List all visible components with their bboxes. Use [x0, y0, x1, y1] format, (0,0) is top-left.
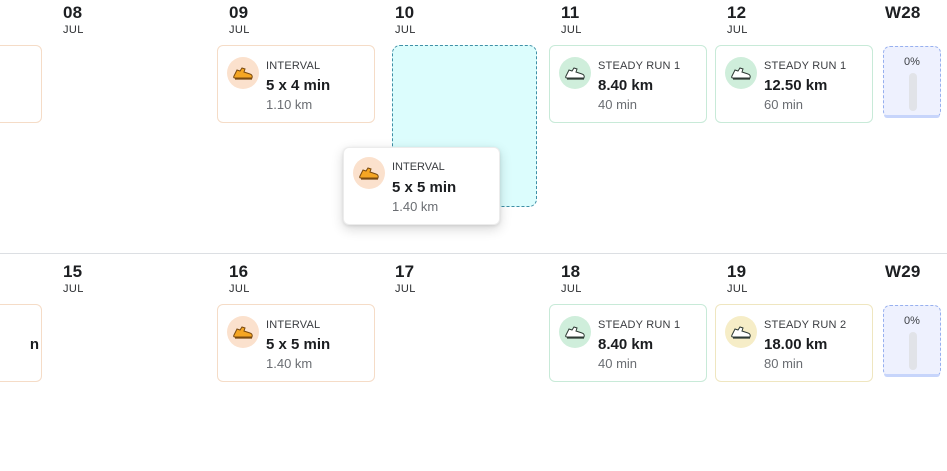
workout-main: 5 x 4 min	[266, 77, 331, 94]
running-shoe-icon	[725, 316, 757, 348]
day-number: 11	[561, 3, 580, 22]
day-header-09: 09 JUL	[229, 3, 250, 37]
workout-main: 12.50 km	[764, 77, 828, 94]
day-month: JUL	[395, 283, 416, 295]
workout-type: INTERVAL	[266, 60, 321, 72]
dragging-workout-card[interactable]: INTERVAL 5 x 5 min 1.40 km	[343, 147, 500, 225]
day-month: JUL	[229, 283, 250, 295]
week-progress-bar	[909, 332, 917, 370]
day-month: JUL	[561, 283, 582, 295]
workout-sub: 1.40 km	[392, 199, 439, 214]
workout-main: 8.40 km	[598, 336, 654, 353]
running-shoe-icon	[227, 57, 259, 89]
week-progress-w29[interactable]: 0%	[883, 305, 941, 377]
workout-sub: 60 min	[764, 97, 804, 112]
workout-main: 8.40 km	[598, 77, 654, 94]
week-divider	[0, 253, 947, 254]
day-month: JUL	[395, 24, 416, 36]
day-month: JUL	[63, 24, 84, 36]
week-progress-label: 0%	[904, 56, 920, 68]
workout-main: 5 x 5 min	[266, 336, 331, 353]
running-shoe-icon	[227, 316, 259, 348]
week-label-w28: W28	[885, 3, 921, 23]
week-progress-bar	[909, 73, 917, 111]
day-header-19: 19 JUL	[727, 262, 748, 296]
workout-main: n	[29, 336, 39, 353]
workout-card-partial[interactable]: n	[0, 304, 42, 382]
day-number: 19	[727, 262, 747, 281]
day-header-08: 08 JUL	[63, 3, 84, 37]
workout-type: STEADY RUN 1	[598, 60, 681, 72]
day-header-18: 18 JUL	[561, 262, 582, 296]
day-number: 08	[63, 3, 83, 22]
running-shoe-icon	[559, 316, 591, 348]
workout-card-interval[interactable]: INTERVAL 5 x 5 min 1.40 km	[217, 304, 375, 382]
day-month: JUL	[727, 283, 748, 295]
day-header-17: 17 JUL	[395, 262, 416, 296]
workout-sub: 80 min	[764, 356, 804, 371]
day-number: 09	[229, 3, 249, 22]
workout-type: STEADY RUN 1	[598, 319, 681, 331]
workout-card-steady-run-2[interactable]: STEADY RUN 2 18.00 km 80 min	[715, 304, 873, 382]
week-number: W29	[885, 262, 921, 281]
week-progress-shadow	[884, 374, 940, 377]
day-month: JUL	[727, 24, 748, 36]
day-number: 17	[395, 262, 415, 281]
workout-card-steady-run[interactable]: STEADY RUN 1 12.50 km 60 min	[715, 45, 873, 123]
workout-type: STEADY RUN 2	[764, 319, 847, 331]
week-number: W28	[885, 3, 921, 22]
day-number: 10	[395, 3, 415, 22]
workout-main: 18.00 km	[764, 336, 828, 353]
running-shoe-icon	[725, 57, 757, 89]
workout-type: INTERVAL	[266, 319, 321, 331]
week-progress-w28[interactable]: 0%	[883, 46, 941, 118]
day-header-10: 10 JUL	[395, 3, 416, 37]
workout-card-partial[interactable]	[0, 45, 42, 123]
day-header-16: 16 JUL	[229, 262, 250, 296]
workout-sub: 1.40 km	[266, 356, 313, 371]
workout-card-steady-run[interactable]: STEADY RUN 1 8.40 km 40 min	[549, 304, 707, 382]
workout-sub: 40 min	[598, 356, 638, 371]
day-number: 15	[63, 262, 83, 281]
day-number: 12	[727, 3, 747, 22]
day-header-15: 15 JUL	[63, 262, 84, 296]
workout-type: STEADY RUN 1	[764, 60, 847, 72]
day-month: JUL	[63, 283, 84, 295]
day-month: JUL	[561, 24, 582, 36]
week-progress-label: 0%	[904, 315, 920, 327]
workout-sub: 1.10 km	[266, 97, 313, 112]
workout-sub: 40 min	[598, 97, 638, 112]
workout-type: INTERVAL	[392, 161, 445, 173]
workout-card-steady-run[interactable]: STEADY RUN 1 8.40 km 40 min	[549, 45, 707, 123]
workout-main: 5 x 5 min	[392, 179, 457, 196]
workout-card-interval[interactable]: INTERVAL 5 x 4 min 1.10 km	[217, 45, 375, 123]
running-shoe-icon	[559, 57, 591, 89]
day-header-11: 11 JUL	[561, 3, 582, 37]
day-header-12: 12 JUL	[727, 3, 748, 37]
day-month: JUL	[229, 24, 250, 36]
day-number: 16	[229, 262, 249, 281]
running-shoe-icon	[353, 157, 385, 189]
week-label-w29: W29	[885, 262, 921, 282]
day-number: 18	[561, 262, 581, 281]
week-progress-shadow	[884, 115, 940, 118]
